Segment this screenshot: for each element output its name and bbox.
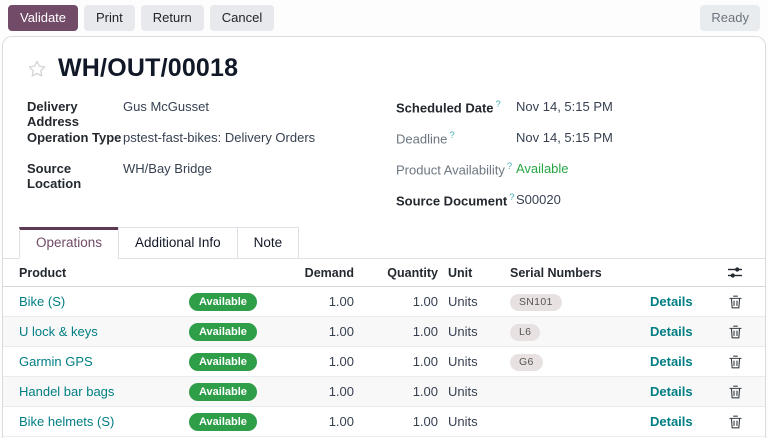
product-link[interactable]: Garmin GPS bbox=[19, 354, 93, 369]
field-group-left: Delivery Address Gus McGusset Operation … bbox=[27, 94, 372, 218]
table-row: Bike helmets (S) Available 1.00 1.00 Uni… bbox=[3, 407, 765, 437]
help-icon: ? bbox=[449, 130, 455, 141]
availability-badge: Available bbox=[189, 292, 257, 311]
deadline-label: Deadline? bbox=[396, 130, 455, 147]
trash-icon[interactable] bbox=[728, 355, 742, 369]
details-link[interactable]: Details bbox=[650, 294, 693, 309]
product-link[interactable]: Bike helmets (S) bbox=[19, 414, 115, 429]
product-availability-label: Product Availability? bbox=[396, 161, 513, 178]
demand-value[interactable]: 1.00 bbox=[328, 384, 354, 399]
trash-icon[interactable] bbox=[728, 325, 742, 339]
operation-type-value[interactable]: pstest-fast-bikes: Delivery Orders bbox=[123, 130, 316, 145]
table-body: Bike (S) Available 1.00 1.00 Units SN101… bbox=[3, 287, 765, 437]
quantity-value[interactable]: 1.00 bbox=[412, 354, 438, 369]
serial-number-badge: G6 bbox=[510, 353, 543, 371]
details-link[interactable]: Details bbox=[650, 324, 693, 339]
tab-operations[interactable]: Operations bbox=[19, 227, 120, 259]
table-row: Handel bar bags Available 1.00 1.00 Unit… bbox=[3, 377, 765, 407]
quantity-value[interactable]: 1.00 bbox=[412, 414, 438, 429]
unit-value: Units bbox=[448, 324, 478, 339]
validate-button[interactable]: Validate bbox=[8, 5, 79, 31]
availability-badge: Available bbox=[189, 382, 257, 401]
source-document-label: Source Document? bbox=[396, 192, 515, 209]
availability-badge: Available bbox=[189, 352, 257, 371]
tab-additional-info[interactable]: Additional Info bbox=[118, 227, 238, 259]
source-document-value[interactable]: S00020 bbox=[516, 192, 561, 207]
column-header-demand[interactable]: Demand bbox=[304, 265, 354, 280]
tab-note[interactable]: Note bbox=[236, 227, 300, 259]
scheduled-date-value[interactable]: Nov 14, 5:15 PM bbox=[516, 99, 613, 114]
quantity-value[interactable]: 1.00 bbox=[412, 294, 438, 309]
column-header-unit[interactable]: Unit bbox=[448, 265, 473, 280]
serial-number-badge: L6 bbox=[510, 323, 541, 341]
serial-number-badge: SN101 bbox=[510, 293, 562, 311]
source-location-label: Source Location bbox=[27, 161, 82, 191]
trash-icon[interactable] bbox=[728, 415, 742, 429]
table-row: Bike (S) Available 1.00 1.00 Units SN101… bbox=[3, 287, 765, 317]
demand-value[interactable]: 1.00 bbox=[328, 324, 354, 339]
details-link[interactable]: Details bbox=[650, 354, 693, 369]
product-link[interactable]: Handel bar bags bbox=[19, 384, 115, 399]
status-badge: Ready bbox=[700, 5, 760, 31]
notebook-tabs: Operations Additional Info Note bbox=[3, 227, 765, 259]
control-panel: Validate Print Return Cancel Ready bbox=[0, 0, 768, 36]
demand-value[interactable]: 1.00 bbox=[328, 354, 354, 369]
details-link[interactable]: Details bbox=[650, 414, 693, 429]
operation-type-label: Operation Type bbox=[27, 130, 122, 145]
unit-value: Units bbox=[448, 294, 478, 309]
quantity-value[interactable]: 1.00 bbox=[412, 384, 438, 399]
table-row: U lock & keys Available 1.00 1.00 Units … bbox=[3, 317, 765, 347]
help-icon: ? bbox=[509, 192, 515, 203]
product-link[interactable]: Bike (S) bbox=[19, 294, 66, 309]
delivery-address-label: Delivery Address bbox=[27, 99, 80, 129]
favorite-star-icon[interactable] bbox=[27, 59, 47, 79]
optional-columns-icon[interactable] bbox=[728, 266, 742, 279]
table-header: Product Demand Quantity Unit Serial Numb… bbox=[3, 259, 765, 287]
trash-icon[interactable] bbox=[728, 385, 742, 399]
field-group-right: Scheduled Date? Nov 14, 5:15 PM Deadline… bbox=[396, 94, 741, 218]
return-button[interactable]: Return bbox=[140, 5, 204, 31]
demand-value[interactable]: 1.00 bbox=[328, 414, 354, 429]
source-location-value[interactable]: WH/Bay Bridge bbox=[123, 161, 212, 176]
help-icon: ? bbox=[506, 161, 513, 172]
product-link[interactable]: U lock & keys bbox=[19, 324, 98, 339]
deadline-value[interactable]: Nov 14, 5:15 PM bbox=[516, 130, 613, 145]
details-link[interactable]: Details bbox=[650, 384, 693, 399]
unit-value: Units bbox=[448, 354, 478, 369]
column-header-serial-numbers[interactable]: Serial Numbers bbox=[510, 265, 602, 280]
column-header-product[interactable]: Product bbox=[19, 265, 67, 280]
product-availability-value: Available bbox=[516, 161, 569, 176]
delivery-address-value[interactable]: Gus McGusset bbox=[123, 99, 209, 114]
column-header-quantity[interactable]: Quantity bbox=[387, 265, 438, 280]
table-row: Garmin GPS Available 1.00 1.00 Units G6 … bbox=[3, 347, 765, 377]
print-button[interactable]: Print bbox=[84, 5, 135, 31]
record-card: WH/OUT/00018 Delivery Address Gus McGuss… bbox=[2, 36, 766, 438]
cancel-button[interactable]: Cancel bbox=[209, 5, 275, 31]
help-icon: ? bbox=[495, 99, 501, 110]
field-groups: Delivery Address Gus McGusset Operation … bbox=[3, 88, 765, 218]
quantity-value[interactable]: 1.00 bbox=[412, 324, 438, 339]
trash-icon[interactable] bbox=[728, 295, 742, 309]
demand-value[interactable]: 1.00 bbox=[328, 294, 354, 309]
unit-value: Units bbox=[448, 414, 478, 429]
page-title: WH/OUT/00018 bbox=[58, 54, 239, 82]
availability-badge: Available bbox=[189, 322, 257, 341]
unit-value: Units bbox=[448, 384, 478, 399]
availability-badge: Available bbox=[189, 412, 257, 431]
title-row: WH/OUT/00018 bbox=[3, 37, 765, 88]
scheduled-date-label: Scheduled Date? bbox=[396, 99, 501, 116]
